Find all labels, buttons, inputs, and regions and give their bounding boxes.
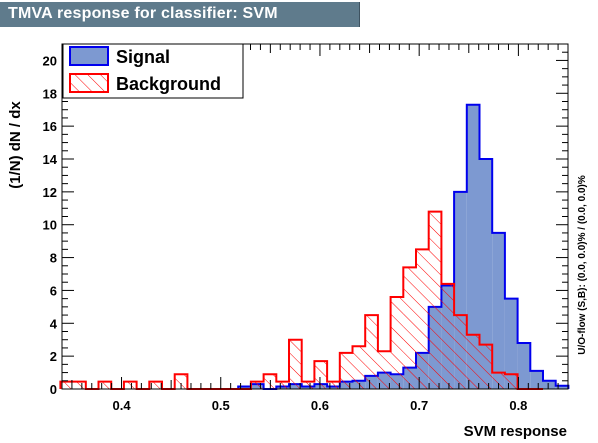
background-bar bbox=[123, 381, 137, 389]
y-tick-label: 8 bbox=[50, 251, 57, 266]
y-tick-label: 2 bbox=[50, 349, 57, 364]
signal-bar bbox=[517, 343, 531, 389]
legend-signal-swatch bbox=[69, 46, 109, 66]
y-tick-label: 18 bbox=[43, 86, 57, 101]
background-outline bbox=[59, 210, 543, 390]
background-bar bbox=[339, 352, 353, 389]
background-bar bbox=[327, 381, 340, 389]
y-tick-label: 0 bbox=[50, 382, 57, 397]
chart-title: TMVA response for classifier: SVM bbox=[8, 5, 278, 22]
background-bar bbox=[60, 381, 74, 389]
background-bar bbox=[314, 361, 328, 389]
x-axis-title: SVM response bbox=[464, 423, 567, 440]
signal-bar bbox=[238, 386, 251, 389]
background-bar bbox=[416, 249, 429, 389]
background-bar bbox=[352, 346, 366, 389]
y-tick-label: 20 bbox=[43, 53, 57, 68]
y-tick-label: 16 bbox=[43, 119, 57, 134]
y-tick-label: 14 bbox=[43, 152, 58, 167]
background-bar bbox=[479, 344, 493, 389]
background-bar bbox=[428, 211, 442, 389]
signal-bar bbox=[466, 104, 480, 390]
signal-bar bbox=[492, 232, 505, 389]
background-bar bbox=[390, 297, 404, 389]
background-bar bbox=[73, 381, 86, 389]
background-bar bbox=[466, 334, 480, 389]
background-bar bbox=[403, 267, 417, 389]
y-tick-label: 4 bbox=[50, 316, 58, 331]
x-tick-label: 0.4 bbox=[112, 398, 131, 413]
background-bar bbox=[454, 315, 467, 389]
signal-bar bbox=[530, 370, 543, 389]
y-tick-label: 12 bbox=[43, 185, 57, 200]
signal-bar bbox=[479, 159, 493, 389]
x-tick-label: 0.7 bbox=[410, 398, 428, 413]
signal-bar bbox=[504, 298, 518, 389]
background-bar bbox=[250, 381, 264, 389]
signal-bar bbox=[542, 380, 556, 389]
background-bar bbox=[365, 315, 378, 389]
background-bar bbox=[149, 381, 163, 389]
y-tick-label: 6 bbox=[50, 283, 57, 298]
legend-background-swatch bbox=[69, 73, 109, 93]
background-bar bbox=[174, 374, 188, 389]
x-tick-label: 0.8 bbox=[509, 398, 527, 413]
y-axis-title: (1/N) dN / dx bbox=[7, 101, 24, 189]
chart-title-bar: TMVA response for classifier: SVM bbox=[0, 2, 360, 27]
background-bar bbox=[276, 381, 290, 389]
legend-signal-label: Signal bbox=[116, 47, 170, 67]
legend-background-label: Background bbox=[116, 74, 221, 94]
signal-bar bbox=[555, 385, 569, 389]
background-bar bbox=[441, 283, 455, 389]
background-bar bbox=[289, 339, 302, 389]
y-tick-label: 10 bbox=[43, 218, 57, 233]
background-bar bbox=[504, 374, 518, 389]
x-tick-label: 0.5 bbox=[212, 398, 230, 413]
x-tick-label: 0.6 bbox=[311, 398, 329, 413]
background-bar bbox=[377, 351, 391, 389]
background-bar bbox=[492, 372, 505, 389]
overflow-note: U/O-flow (S,B): (0.0, 0.0)% / (0.0, 0.0)… bbox=[577, 175, 588, 355]
background-bar bbox=[98, 381, 112, 389]
background-bar bbox=[301, 381, 315, 389]
